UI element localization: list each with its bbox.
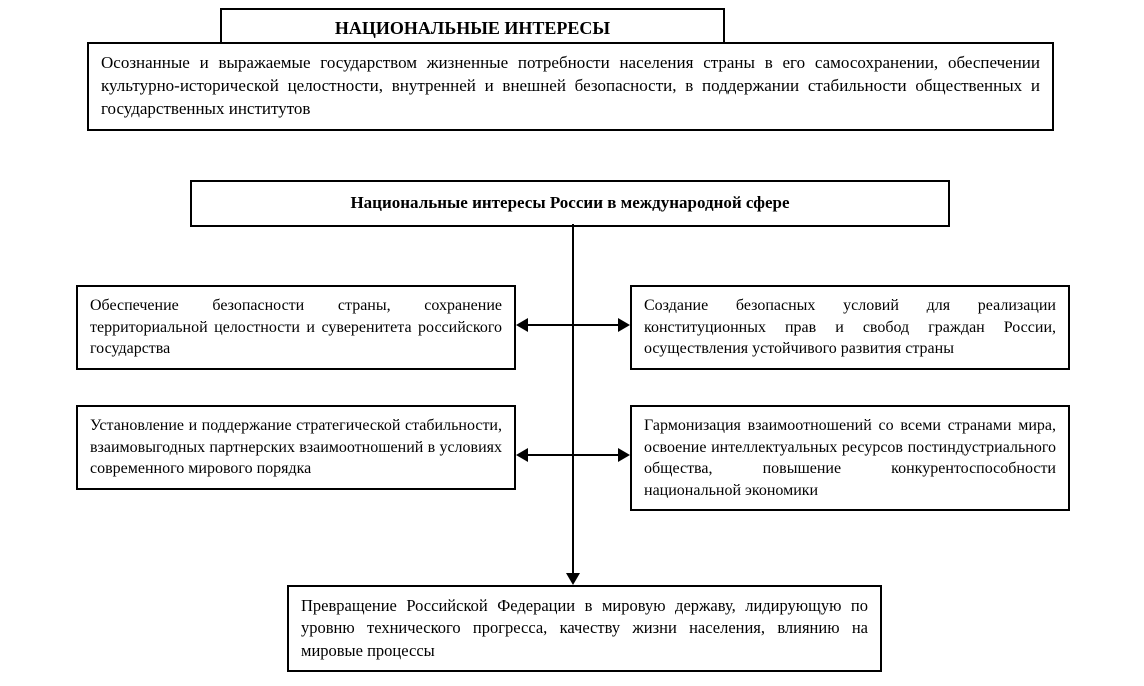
- subtitle-text: Национальные интересы России в междунаро…: [350, 193, 789, 212]
- bottom-text: Превращение Российской Федерации в миров…: [301, 596, 868, 660]
- left-box-1: Обеспечение безопасности страны, сохране…: [76, 285, 516, 370]
- right-box-1: Создание безопасных условий для реализац…: [630, 285, 1070, 370]
- left1-text: Обеспечение безопасности страны, сохране…: [90, 297, 502, 357]
- left2-text: Установление и поддержание стратегическо…: [90, 417, 502, 477]
- right1-text: Создание безопасных условий для реализац…: [644, 297, 1056, 357]
- right2-text: Гармонизация взаимоотношений со всеми ст…: [644, 417, 1056, 499]
- subtitle-box: Национальные интересы России в междунаро…: [190, 180, 950, 227]
- definition-text: Осознанные и выражаемые государством жиз…: [101, 53, 1040, 118]
- definition-box: Осознанные и выражаемые государством жиз…: [87, 42, 1054, 131]
- bottom-box: Превращение Российской Федерации в миров…: [287, 585, 882, 672]
- left-box-2: Установление и поддержание стратегическо…: [76, 405, 516, 490]
- right-box-2: Гармонизация взаимоотношений со всеми ст…: [630, 405, 1070, 511]
- title-text: НАЦИОНАЛЬНЫЕ ИНТЕРЕСЫ: [335, 18, 610, 38]
